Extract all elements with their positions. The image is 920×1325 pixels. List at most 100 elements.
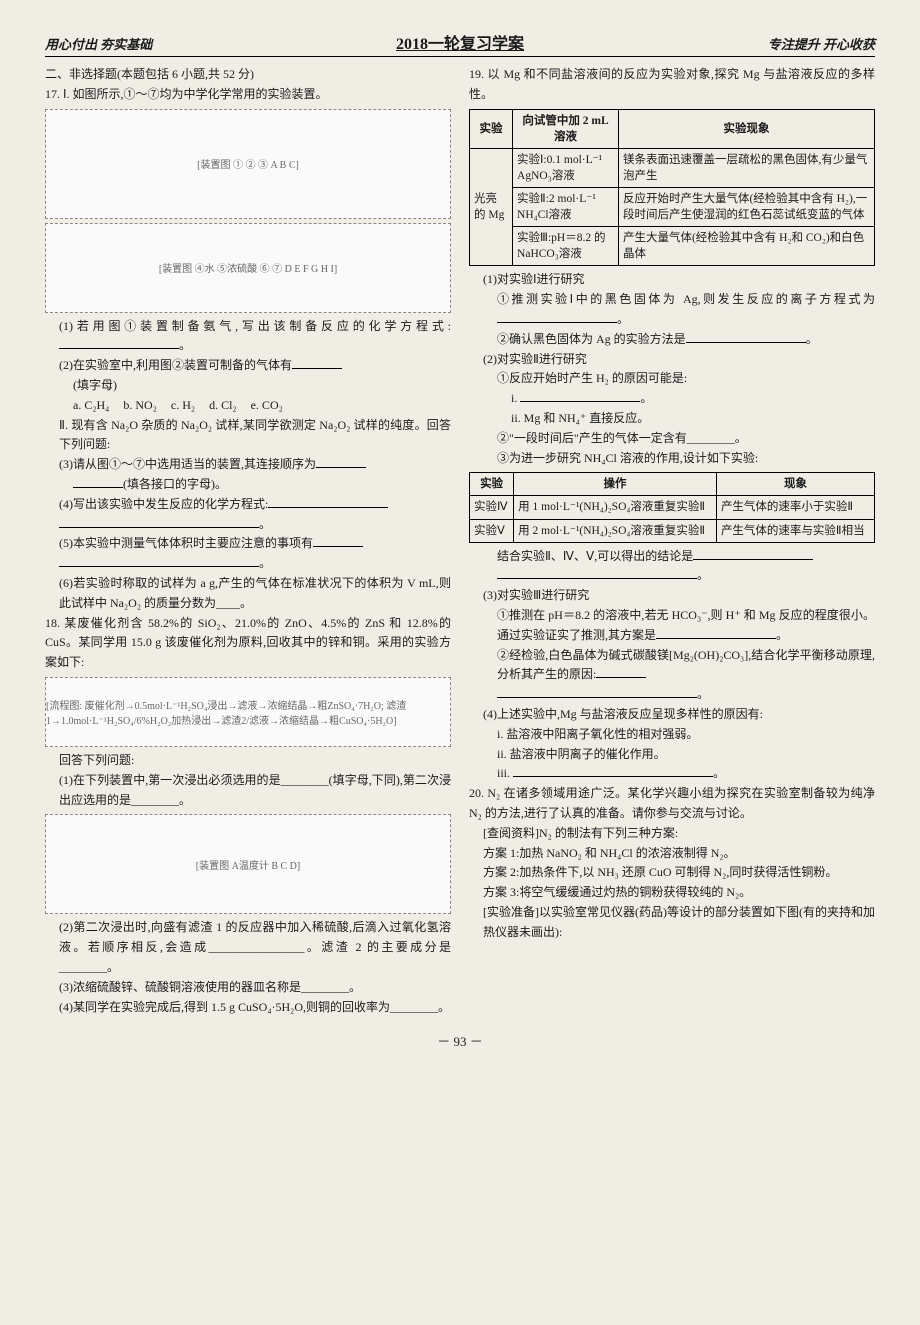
q18-flowchart: [流程图: 废催化剂→0.5mol·L⁻¹H₂SO₄浸出→滤液→浓缩结晶→粗Zn… [45,677,451,747]
q18-answer-label: 回答下列问题: [45,751,451,771]
q18-stem: 18. 某废催化剂含 58.2%的 SiO₂、21.0%的 ZnO、4.5%的 … [45,614,451,673]
q19-s2-1i: i. 。 [469,389,875,409]
q17-p4-blank2: 。 [45,515,451,535]
t1-r1c2: 镁条表面迅速覆盖一层疏松的黑色固体,有少量气泡产生 [618,148,874,187]
blank [292,357,342,369]
q19-s4-iii: iii. 。 [469,764,875,784]
q19-s1: (1)对实验Ⅰ进行研究 [469,270,875,290]
q17-p2a-text: (2)在实验室中,利用图②装置可制备的气体有 [59,358,292,372]
q18-p1: (1)在下列装置中,第一次浸出必须选用的是________(填字母,下同),第二… [45,771,451,811]
t2-r1c2: 用 1 mol·L⁻¹(NH₄)₂SO₄溶液重复实验Ⅱ [514,496,717,519]
q20-m3: 方案 3:将空气缓缓通过灼热的铜粉获得较纯的 N₂。 [469,883,875,903]
t2-h3: 现象 [716,473,874,496]
t2-r1c1: 实验Ⅳ [470,496,514,519]
t1-h3: 实验现象 [618,109,874,148]
q19-table1: 实验 向试管中加 2 mL 溶液 实验现象 光亮的 Mg 实验Ⅰ:0.1 mol… [469,109,875,267]
q19-s2-1i-text: i. [511,391,520,405]
opt-b: b. NO₂ [123,396,157,416]
opt-d: d. Cl₂ [209,396,237,416]
t2-r2c1: 实验Ⅴ [470,519,514,542]
t2-r2c3: 产生气体的速率与实验Ⅱ相当 [716,519,874,542]
q17-p2a: (2)在实验室中,利用图②装置可制备的气体有 [45,356,451,376]
q20-prep: [实验准备]以实验室常见仪器(药品)等设计的部分装置如下图(有的夹持和加热仪器未… [469,903,875,943]
q19-s2-3: ③为进一步研究 NH₄Cl 溶液的作用,设计如下实验: [469,449,875,469]
q20-m1: 方案 1:加热 NaNO₂ 和 NH₄Cl 的浓溶液制得 N₂。 [469,844,875,864]
q19-table2: 实验 操作 现象 实验Ⅳ 用 1 mol·L⁻¹(NH₄)₂SO₄溶液重复实验Ⅱ… [469,472,875,542]
opt-a: a. C₂H₄ [73,396,109,416]
t2-r2c2: 用 2 mol·L⁻¹(NH₄)₂SO₄溶液重复实验Ⅱ [514,519,717,542]
q19-s1-2-text: ②确认黑色固体为 Ag 的实验方法是 [497,332,686,346]
q18-diagram: [装置图 A温度计 B C D] [45,814,451,914]
q17-diagram-bottom: [装置图 ④水 ⑤浓硫酸 ⑥ ⑦ D E F G H I] [45,223,451,313]
opt-c: c. H₂ [171,396,195,416]
header-right: 专注提升 开心收获 [768,34,875,53]
blank [59,516,259,528]
q19-s2-conc-text: 结合实验Ⅱ、Ⅳ、Ⅴ,可以得出的结论是 [497,549,693,563]
q17-p4: (4)写出该实验中发生反应的化学方程式: [45,495,451,515]
right-column: 19. 以 Mg 和不同盐溶液间的反应为实验对象,探究 Mg 与盐溶液反应的多样… [469,65,875,1017]
page-footer: － 93 － [45,1031,875,1050]
q17-p5: (5)本实验中测量气体体积时主要应注意的事项有 [45,534,451,554]
q17-p3b-text: (填各接口的字母)。 [123,477,227,491]
q17-p5-blank2: 。 [45,554,451,574]
header-center: 2018一轮复习学案 [396,30,524,54]
header-left: 用心付出 夯实基础 [45,34,152,53]
t2-h2: 操作 [514,473,717,496]
t1-r2c1: 实验Ⅱ:2 mol·L⁻¹ NH₄Cl溶液 [513,187,619,226]
q17-p5-text: (5)本实验中测量气体体积时主要应注意的事项有 [59,536,313,550]
t1-r2c2: 反应开始时产生大量气体(经检验其中含有 H₂),一段时间后产生使湿润的红色石蕊试… [618,187,874,226]
q19-s2: (2)对实验Ⅱ进行研究 [469,350,875,370]
q19-s2-1: ①反应开始时产生 H₂ 的原因可能是: [469,369,875,389]
q17-p3b: (填各接口的字母)。 [45,475,451,495]
q19-s2-conc-blank: 。 [469,566,875,586]
q19-s1-1-text: ①推测实验Ⅰ中的黑色固体为 Ag,则发生反应的离子方程式为 [497,292,875,306]
q17-p1-text: (1)若用图①装置制备氨气,写出该制备反应的化学方程式: [59,319,451,333]
blank [497,311,617,323]
q19-s3-2-blank: 。 [469,685,875,705]
q18-p4: (4)某同学在实验完成后,得到 1.5 g CuSO₄·5H₂O,则铜的回收率为… [45,998,451,1018]
q17-p3a-text: (3)请从图①～⑦中选用适当的装置,其连接顺序为 [59,457,316,471]
blank [316,456,366,468]
blank [693,548,813,560]
blank [596,666,646,678]
q19-s2-1ii: ii. Mg 和 NH₄⁺ 直接反应。 [469,409,875,429]
q19-s4-i: i. 盐溶液中阳离子氧化性的相对强弱。 [469,725,875,745]
q19-s2-conc: 结合实验Ⅱ、Ⅳ、Ⅴ,可以得出的结论是 [469,547,875,567]
q18-p2: (2)第二次浸出时,向盛有滤渣 1 的反应器中加入稀硫酸,后滴入过氧化氢溶液。若… [45,918,451,977]
q19-s1-2: ②确认黑色固体为 Ag 的实验方法是。 [469,330,875,350]
q19-stem: 19. 以 Mg 和不同盐溶液间的反应为实验对象,探究 Mg 与盐溶液反应的多样… [469,65,875,105]
t1-r3c2: 产生大量气体(经检验其中含有 H₂和 CO₂)和白色晶体 [618,227,874,266]
q20-stem: 20. N₂ 在诸多领域用途广泛。某化学兴趣小组为探究在实验室制备较为纯净 N₂… [469,784,875,824]
q17-p6: (6)若实验时称取的试样为 a g,产生的气体在标准状况下的体积为 V mL,则… [45,574,451,614]
two-column-layout: 二、非选择题(本题包括 6 小题,共 52 分) 17. Ⅰ. 如图所示,①～⑦… [45,65,875,1017]
q19-s4-ii: ii. 盐溶液中阴离子的催化作用。 [469,745,875,765]
blank [656,627,776,639]
q19-s3-2-text: ②经检验,白色晶体为碱式碳酸镁[Mg₂(OH)₂CO₃],结合化学平衡移动原理,… [497,648,875,682]
q17-options: a. C₂H₄ b. NO₂ c. H₂ d. Cl₂ e. CO₂ [45,396,451,416]
q19-s3-1: ①推测在 pH＝8.2 的溶液中,若无 HCO₃⁻,则 H⁺ 和 Mg 反应的程… [469,606,875,646]
q19-s1-1: ①推测实验Ⅰ中的黑色固体为 Ag,则发生反应的离子方程式为。 [469,290,875,330]
q17-II: Ⅱ. 现有含 Na₂O 杂质的 Na₂O₂ 试样,某同学欲测定 Na₂O₂ 试样… [45,416,451,456]
t1-h1: 实验 [470,109,513,148]
blank [497,686,697,698]
t1-rowspan: 光亮的 Mg [470,148,513,266]
blank [73,476,123,488]
q19-s3-2: ②经检验,白色晶体为碱式碳酸镁[Mg₂(OH)₂CO₃],结合化学平衡移动原理,… [469,646,875,686]
q19-s3: (3)对实验Ⅲ进行研究 [469,586,875,606]
left-column: 二、非选择题(本题包括 6 小题,共 52 分) 17. Ⅰ. 如图所示,①～⑦… [45,65,451,1017]
blank [686,331,806,343]
q18-p3: (3)浓缩硫酸锌、硫酸铜溶液使用的器皿名称是________。 [45,978,451,998]
blank [497,567,697,579]
q20-m2: 方案 2:加热条件下,以 NH₃ 还原 CuO 可制得 N₂,同时获得活性铜粉。 [469,863,875,883]
q19-s4: (4)上述实验中,Mg 与盐溶液反应呈现多样性的原因有: [469,705,875,725]
q17-p1: (1)若用图①装置制备氨气,写出该制备反应的化学方程式:。 [45,317,451,357]
q17-diagram-top: [装置图 ① ② ③ A B C] [45,109,451,219]
q19-s4-iii-text: iii. [497,766,513,780]
blank [513,765,713,777]
blank [268,496,388,508]
page-header: 用心付出 夯实基础 2018一轮复习学案 专注提升 开心收获 [45,30,875,57]
q17-p2b: (填字母) [45,376,451,396]
q19-s2-2: ②"一段时间后"产生的气体一定含有________。 [469,429,875,449]
blank [59,337,179,349]
q20-ref: [查阅资料]N₂ 的制法有下列三种方案: [469,824,875,844]
